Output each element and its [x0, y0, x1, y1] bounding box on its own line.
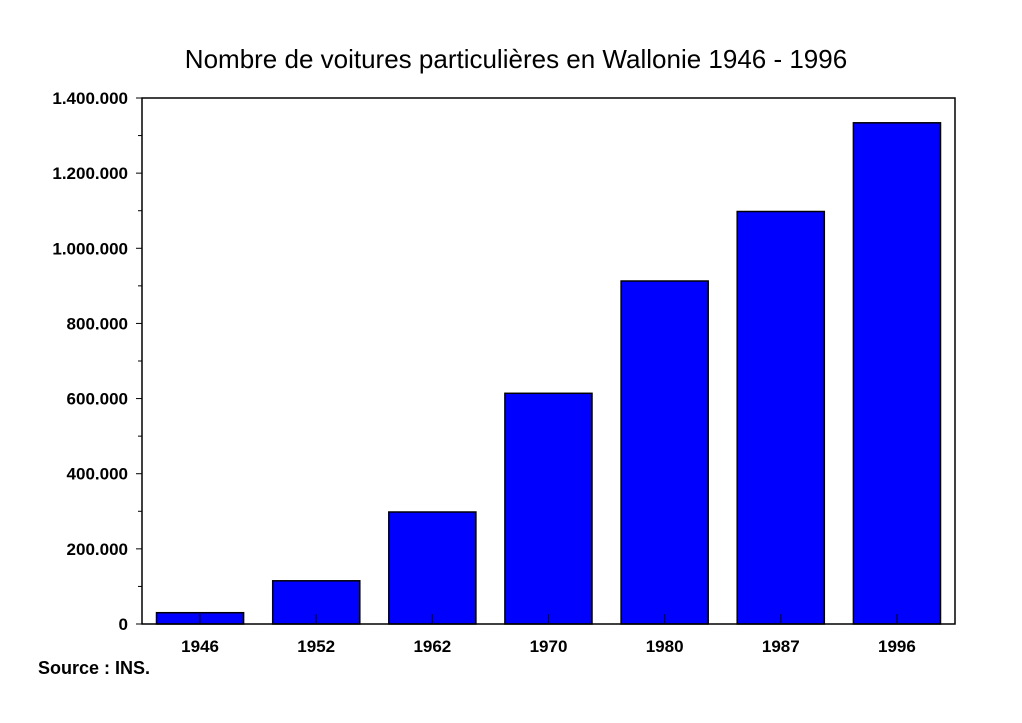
x-tick-label: 1946: [181, 637, 219, 656]
source-note: Source : INS.: [38, 658, 151, 678]
x-tick-label: 1962: [413, 637, 451, 656]
y-tick-label: 400.000: [67, 465, 128, 484]
y-axis-ticks: 0 200.000 400.000 600.000 800.000 1.000.000 1.…: [52, 89, 142, 634]
y-tick-label: 1.400.000: [52, 89, 128, 108]
y-tick-label: 0: [119, 615, 128, 634]
x-axis-ticks: 1946 1952 1962 1970 1980 1987 1996: [181, 614, 916, 656]
bar-1996: [852, 122, 942, 625]
bar-1980: [620, 280, 709, 625]
y-tick-label: 800.000: [67, 314, 128, 333]
x-tick-label: 1952: [297, 637, 335, 656]
x-tick-label: 1996: [878, 637, 916, 656]
bar-1987: [736, 210, 826, 625]
x-tick-label: 1970: [530, 637, 568, 656]
y-tick-label: 200.000: [67, 540, 128, 559]
chart-title: Nombre de voitures particulières en Wall…: [184, 44, 848, 74]
y-tick-label: 1.200.000: [52, 164, 128, 183]
y-tick-label: 600.000: [67, 390, 128, 409]
x-tick-label: 1987: [762, 637, 800, 656]
x-tick-label: 1980: [646, 637, 684, 656]
bars-layer: [155, 122, 942, 625]
bar-1970: [504, 392, 593, 625]
y-tick-label: 1.000.000: [52, 239, 128, 258]
bar-1962: [388, 511, 477, 625]
